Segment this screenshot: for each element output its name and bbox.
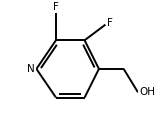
Text: N: N bbox=[27, 64, 35, 74]
Text: F: F bbox=[53, 2, 59, 12]
Text: OH: OH bbox=[139, 87, 155, 97]
Text: F: F bbox=[107, 18, 113, 28]
